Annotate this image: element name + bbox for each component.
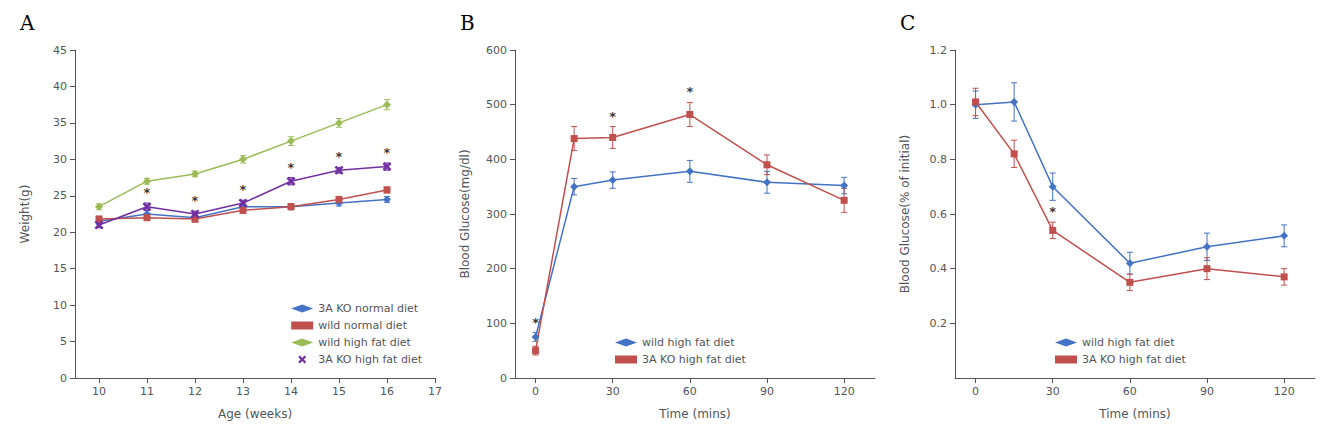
svg-text:0.8: 0.8 <box>930 153 948 166</box>
svg-text:30: 30 <box>606 385 620 398</box>
svg-text:100: 100 <box>486 317 507 330</box>
svg-text:17: 17 <box>428 385 442 398</box>
svg-text:wild high fat diet: wild high fat diet <box>318 336 411 349</box>
svg-text:16: 16 <box>380 385 394 398</box>
svg-text:120: 120 <box>834 385 855 398</box>
svg-text:*: * <box>609 109 616 124</box>
svg-text:*: * <box>336 149 343 164</box>
svg-text:90: 90 <box>760 385 774 398</box>
svg-text:Time (mins): Time (mins) <box>1098 407 1170 421</box>
svg-text:0.4: 0.4 <box>930 262 948 275</box>
svg-text:45: 45 <box>53 44 67 57</box>
svg-text:40: 40 <box>53 80 67 93</box>
svg-text:A: A <box>19 11 35 35</box>
svg-text:*: * <box>288 160 295 175</box>
svg-text:B: B <box>460 11 475 35</box>
svg-text:0: 0 <box>500 372 507 385</box>
svg-text:*: * <box>144 185 151 200</box>
svg-text:wild high fat diet: wild high fat diet <box>1082 336 1175 349</box>
svg-text:3A KO high fat diet: 3A KO high fat diet <box>318 353 422 366</box>
svg-text:600: 600 <box>486 44 507 57</box>
svg-text:13: 13 <box>236 385 250 398</box>
svg-text:200: 200 <box>486 262 507 275</box>
svg-text:3A KO high fat diet: 3A KO high fat diet <box>642 353 746 366</box>
svg-text:10: 10 <box>53 299 67 312</box>
svg-text:0.6: 0.6 <box>930 208 948 221</box>
svg-text:90: 90 <box>1200 385 1214 398</box>
svg-text:3A KO normal diet: 3A KO normal diet <box>318 302 419 315</box>
svg-text:12: 12 <box>188 385 202 398</box>
svg-text:30: 30 <box>53 153 67 166</box>
svg-text:30: 30 <box>1046 385 1060 398</box>
svg-text:wild normal diet: wild normal diet <box>318 319 407 332</box>
svg-text:60: 60 <box>683 385 697 398</box>
svg-text:1.2: 1.2 <box>930 44 948 57</box>
svg-text:C: C <box>900 11 915 35</box>
svg-text:1.0: 1.0 <box>930 98 948 111</box>
svg-text:Blood Glucose(% of initial): Blood Glucose(% of initial) <box>898 135 912 293</box>
svg-text:*: * <box>240 182 247 197</box>
svg-text:5: 5 <box>60 335 67 348</box>
svg-text:11: 11 <box>140 385 154 398</box>
svg-text:300: 300 <box>486 208 507 221</box>
svg-text:0: 0 <box>532 385 539 398</box>
svg-text:10: 10 <box>92 385 106 398</box>
svg-text:400: 400 <box>486 153 507 166</box>
svg-text:*: * <box>532 315 539 330</box>
svg-text:20: 20 <box>53 226 67 239</box>
svg-text:35: 35 <box>53 116 67 129</box>
svg-text:60: 60 <box>1123 385 1137 398</box>
svg-text:0: 0 <box>60 372 67 385</box>
svg-text:3A KO high fat diet: 3A KO high fat diet <box>1082 353 1186 366</box>
svg-text:15: 15 <box>53 262 67 275</box>
svg-text:Time (mins): Time (mins) <box>658 407 730 421</box>
svg-text:Age (weeks): Age (weeks) <box>218 407 292 421</box>
svg-text:*: * <box>1049 204 1056 219</box>
svg-text:Blood Glucose(mg/dl): Blood Glucose(mg/dl) <box>458 149 472 278</box>
svg-text:*: * <box>384 145 391 160</box>
svg-text:*: * <box>686 84 693 99</box>
svg-text:0.2: 0.2 <box>930 317 948 330</box>
svg-text:0: 0 <box>972 385 979 398</box>
svg-text:120: 120 <box>1274 385 1295 398</box>
svg-text:wild high fat diet: wild high fat diet <box>642 336 735 349</box>
svg-text:14: 14 <box>284 385 298 398</box>
svg-text:Weight(g): Weight(g) <box>18 185 32 244</box>
svg-text:25: 25 <box>53 189 67 202</box>
svg-text:15: 15 <box>332 385 346 398</box>
svg-text:*: * <box>192 193 199 208</box>
svg-text:500: 500 <box>486 98 507 111</box>
